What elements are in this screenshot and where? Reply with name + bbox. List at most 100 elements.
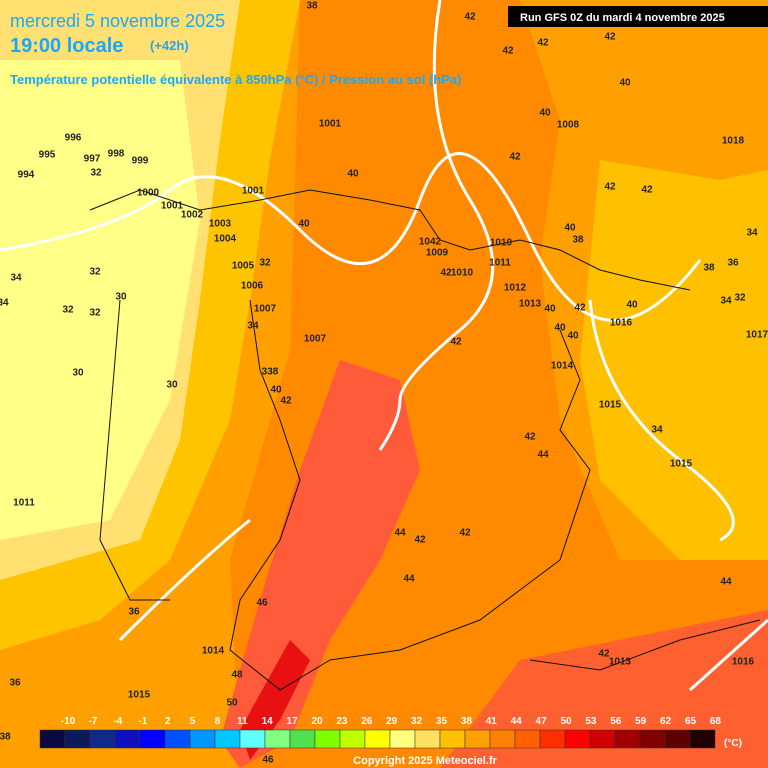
legend-swatch: [564, 729, 591, 749]
legend-swatch: [239, 729, 266, 749]
contour-label: 1007: [304, 334, 327, 345]
legend-swatch: [139, 729, 166, 749]
contour-label: 995: [39, 150, 56, 161]
run: Run GFS 0Z du mardi 4 novembre 2025: [520, 12, 725, 24]
contour-label: 40: [270, 385, 282, 396]
contour-label: 1013: [519, 299, 542, 310]
contour-label: 36: [727, 258, 739, 269]
legend-tick: 35: [436, 716, 448, 727]
contour-label: 32: [89, 267, 101, 278]
legend-tick: 44: [511, 716, 523, 727]
contour-label: 34: [247, 321, 259, 332]
contour-label: 1009: [426, 248, 449, 259]
contour-label: 1002: [181, 210, 204, 221]
legend-swatch: [439, 729, 466, 749]
legend-swatch: [614, 729, 641, 749]
contour-label: 30: [72, 368, 84, 379]
legend-tick: 56: [610, 716, 622, 727]
contour-label: 48: [231, 670, 243, 681]
contour-label: 1000: [137, 188, 160, 199]
legend-swatch: [514, 729, 541, 749]
contour-label: 1018: [722, 136, 745, 147]
contour-label: 1007: [254, 304, 277, 315]
contour-label: 997: [84, 154, 101, 165]
legend-tick: 32: [411, 716, 423, 727]
legend-swatch: [539, 729, 566, 749]
contour-label: 994: [18, 170, 35, 181]
contour-label: 30: [166, 380, 178, 391]
contour-label: 1014: [551, 361, 574, 372]
contour-label: 1005: [232, 261, 255, 272]
borders: [89, 189, 761, 691]
legend-swatch: [39, 729, 66, 749]
contour-label: 40: [626, 300, 638, 311]
contour-label: 42: [450, 337, 462, 348]
contour-label: 338: [262, 367, 279, 378]
contour-label: 32: [89, 308, 101, 319]
contour-label: 42: [604, 32, 616, 43]
contour-label: 44: [403, 574, 415, 585]
isolines: [0, 0, 768, 692]
contour-label: 46: [256, 598, 268, 609]
contour-label: 42: [414, 535, 426, 546]
legend-swatch: [339, 729, 366, 749]
contour-label: 32: [259, 258, 271, 269]
legend-tick: 62: [660, 716, 672, 727]
legend-tick: 23: [336, 716, 348, 727]
contour-label: 34: [0, 298, 9, 309]
zone-red-south: [440, 610, 768, 768]
contour-label: 1006: [241, 281, 264, 292]
legend-swatch: [289, 729, 316, 749]
contour-label: 42: [598, 649, 610, 660]
subtitle: Température potentielle équivalente à 85…: [10, 72, 461, 87]
legend-swatch: [464, 729, 491, 749]
contour-label: 34: [746, 228, 758, 239]
legend-swatch: [389, 729, 416, 749]
legend-swatch: [489, 729, 516, 749]
contour-label: 38: [572, 235, 584, 246]
legend-tick: 65: [685, 716, 697, 727]
contour-label: 44: [720, 577, 732, 588]
contour-label: 42: [459, 528, 471, 539]
contour-label: 44: [537, 450, 549, 461]
contour-label: 42: [509, 152, 521, 163]
legend-swatch: [689, 729, 716, 749]
contour-label: 40: [298, 219, 310, 230]
legend-tick: 14: [262, 716, 274, 727]
legend-swatch: [264, 729, 291, 749]
contour-label: 1014: [202, 646, 225, 657]
contour-label: 42: [524, 432, 536, 443]
contour-label: 998: [108, 149, 125, 160]
contour-label: 42: [641, 185, 653, 196]
legend-tick: 68: [710, 716, 722, 727]
contour-label: 38: [0, 732, 11, 743]
legend-swatch: [164, 729, 191, 749]
date: mercredi 5 novembre 2025: [10, 11, 225, 31]
legend-swatch: [314, 729, 341, 749]
legend-tick: 20: [311, 716, 323, 727]
legend-tick: -7: [88, 716, 97, 727]
contour-label: 34: [720, 296, 732, 307]
contour-label: 40: [619, 78, 631, 89]
contour-label: 32: [62, 305, 74, 316]
legend-tick: -10: [61, 716, 76, 727]
legend-tick: 2: [165, 716, 171, 727]
contour-label: 42: [604, 182, 616, 193]
legend-swatch: [664, 729, 691, 749]
legend-swatch: [214, 729, 241, 749]
legend-tick: 41: [486, 716, 498, 727]
contour-label: 42: [537, 38, 549, 49]
contour-label: 1015: [128, 690, 151, 701]
contour-label: 1010: [451, 268, 474, 279]
contour-label: 1003: [209, 219, 232, 230]
legend-tick: 26: [361, 716, 373, 727]
legend-tick: -1: [138, 716, 147, 727]
contour-label: 32: [90, 168, 102, 179]
legend-tick: 47: [536, 716, 548, 727]
time: 19:00 locale: [10, 35, 123, 57]
contour-label: 40: [567, 331, 579, 342]
legend-swatch: [364, 729, 391, 749]
contour-label: 1001: [319, 119, 342, 130]
contour-label: 1015: [670, 459, 693, 470]
